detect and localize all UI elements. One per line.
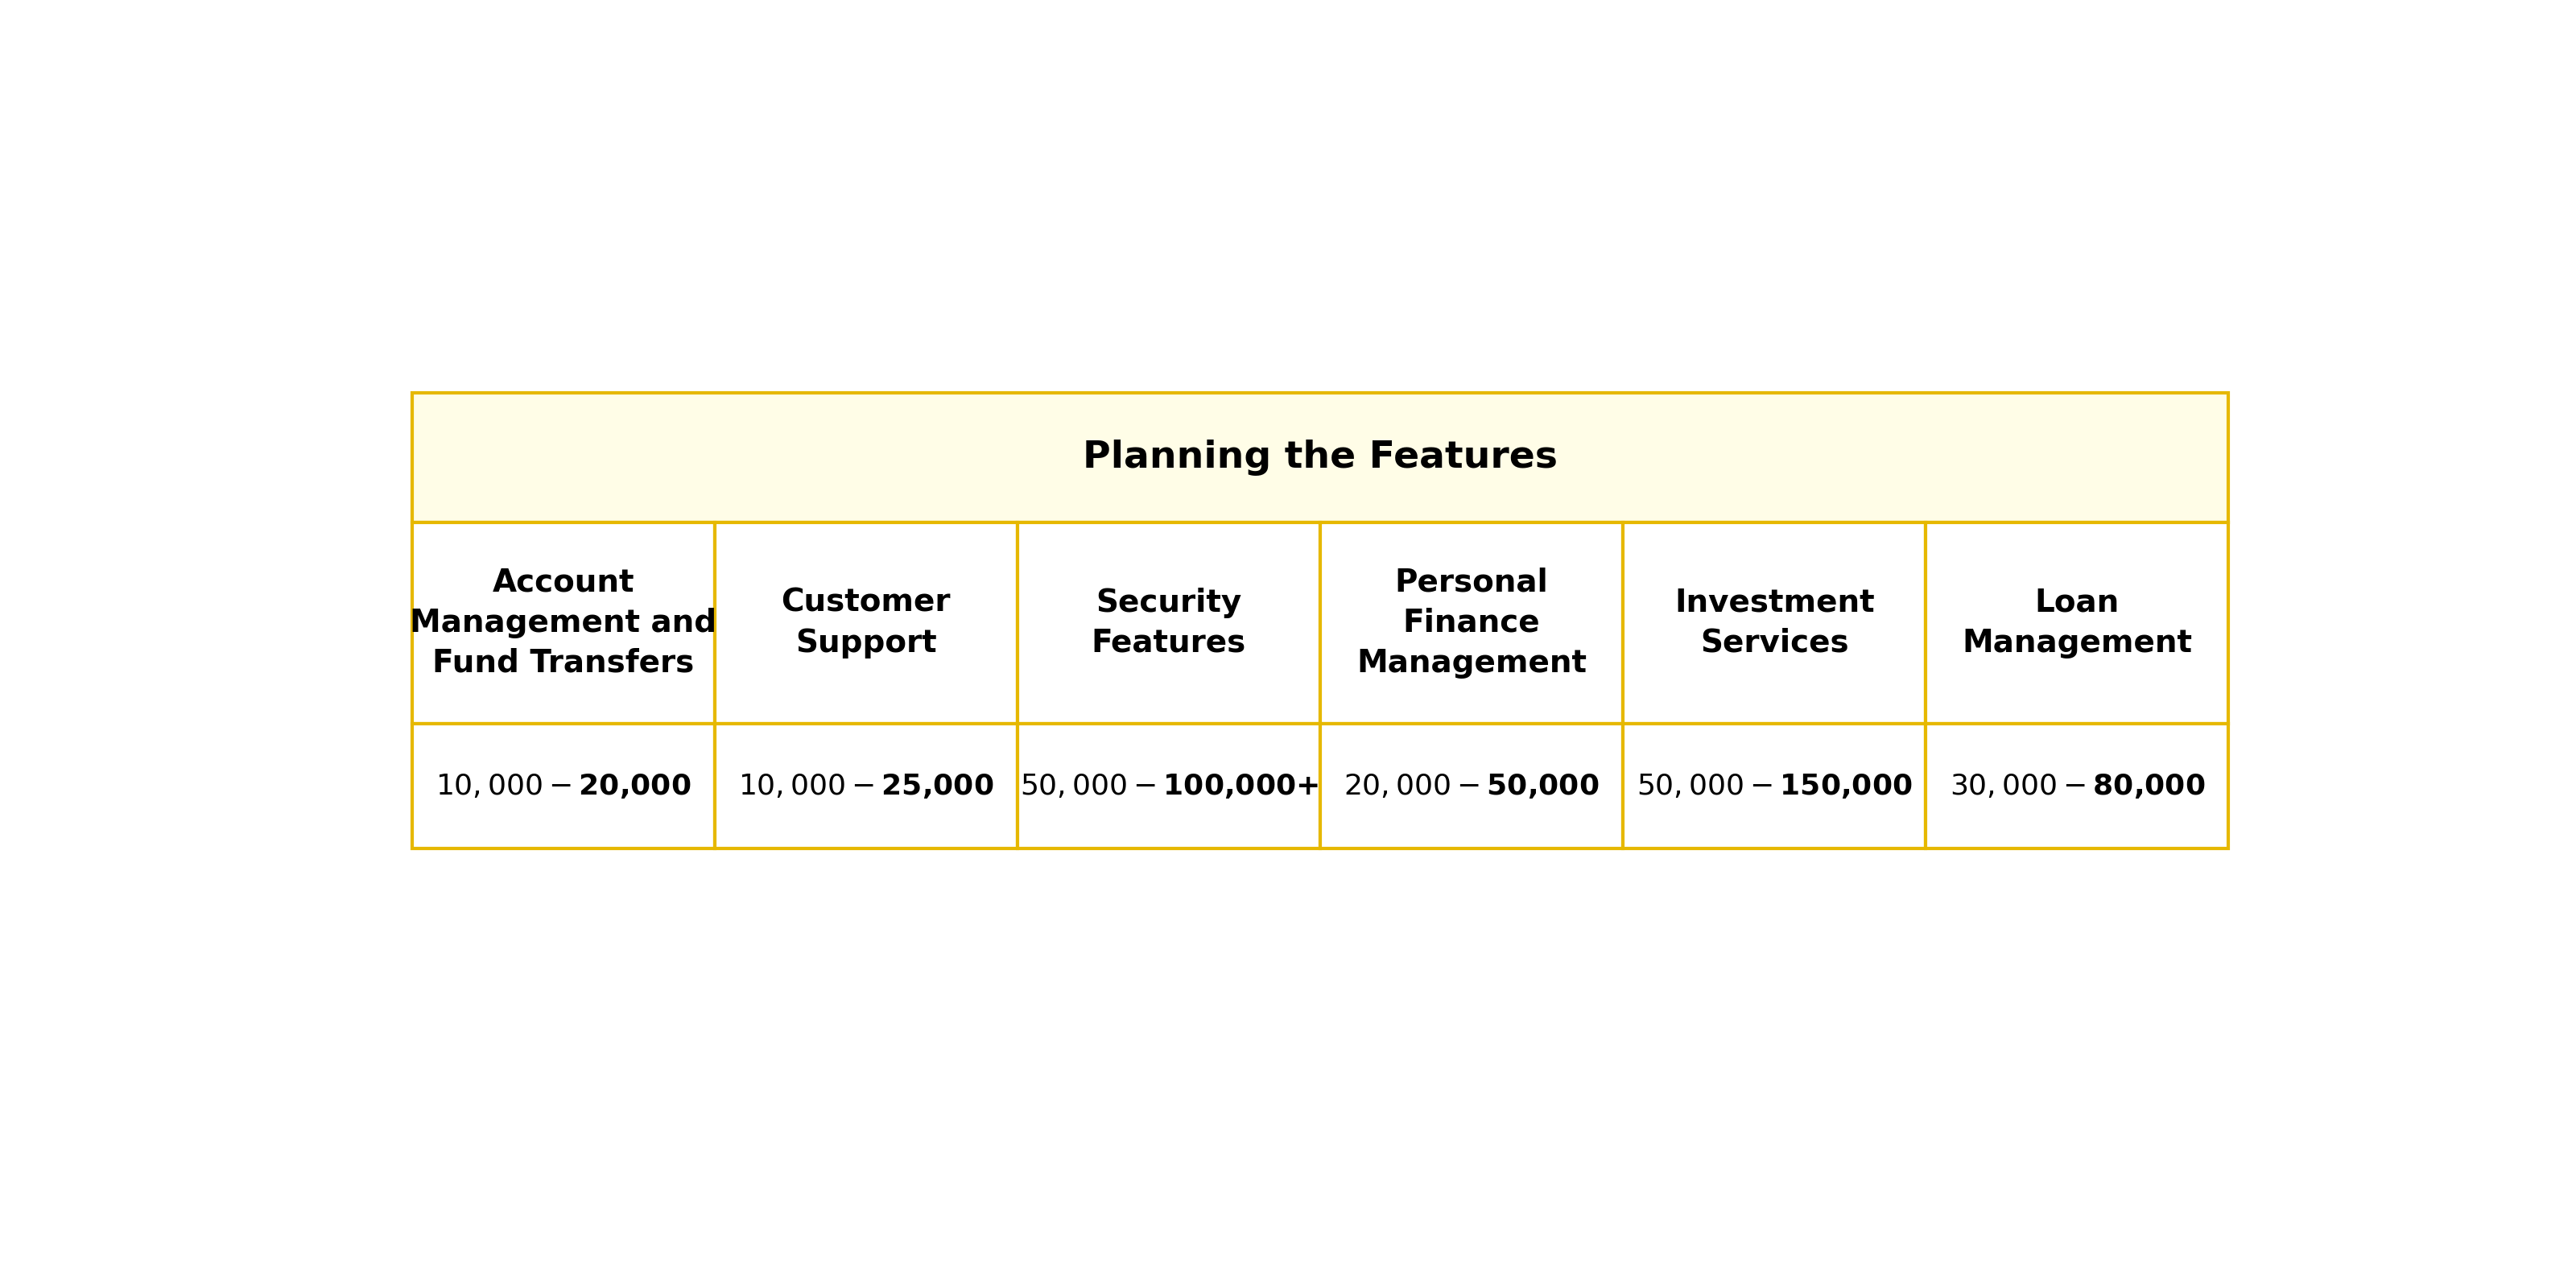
- Text: $10,000 - $20,000: $10,000 - $20,000: [435, 772, 690, 800]
- Text: Personal
Finance
Management: Personal Finance Management: [1358, 568, 1587, 679]
- Text: $50,000 - $100,000+: $50,000 - $100,000+: [1020, 772, 1319, 800]
- Text: Account
Management and
Fund Transfers: Account Management and Fund Transfers: [410, 568, 716, 679]
- Text: Customer
Support: Customer Support: [781, 587, 951, 658]
- Text: Loan
Management: Loan Management: [1963, 587, 2192, 658]
- Text: $20,000 - $50,000: $20,000 - $50,000: [1345, 772, 1600, 800]
- Bar: [1018, 523, 1319, 724]
- Bar: [1623, 724, 1927, 849]
- Text: Investment
Services: Investment Services: [1674, 587, 1875, 658]
- Text: Planning the Features: Planning the Features: [1082, 439, 1558, 475]
- Bar: [1927, 523, 2228, 724]
- Bar: [412, 393, 2228, 523]
- Bar: [714, 724, 1018, 849]
- Text: $30,000 - $80,000: $30,000 - $80,000: [1950, 772, 2205, 800]
- Bar: [412, 724, 714, 849]
- Bar: [1018, 724, 1319, 849]
- Bar: [1319, 523, 1623, 724]
- Bar: [1623, 523, 1927, 724]
- Bar: [1319, 724, 1623, 849]
- Text: $10,000 - $25,000: $10,000 - $25,000: [739, 772, 994, 800]
- Bar: [412, 523, 714, 724]
- Bar: [714, 523, 1018, 724]
- Bar: [1927, 724, 2228, 849]
- Text: Security
Features: Security Features: [1092, 587, 1247, 658]
- Text: $50,000 - $150,000: $50,000 - $150,000: [1636, 772, 1911, 800]
